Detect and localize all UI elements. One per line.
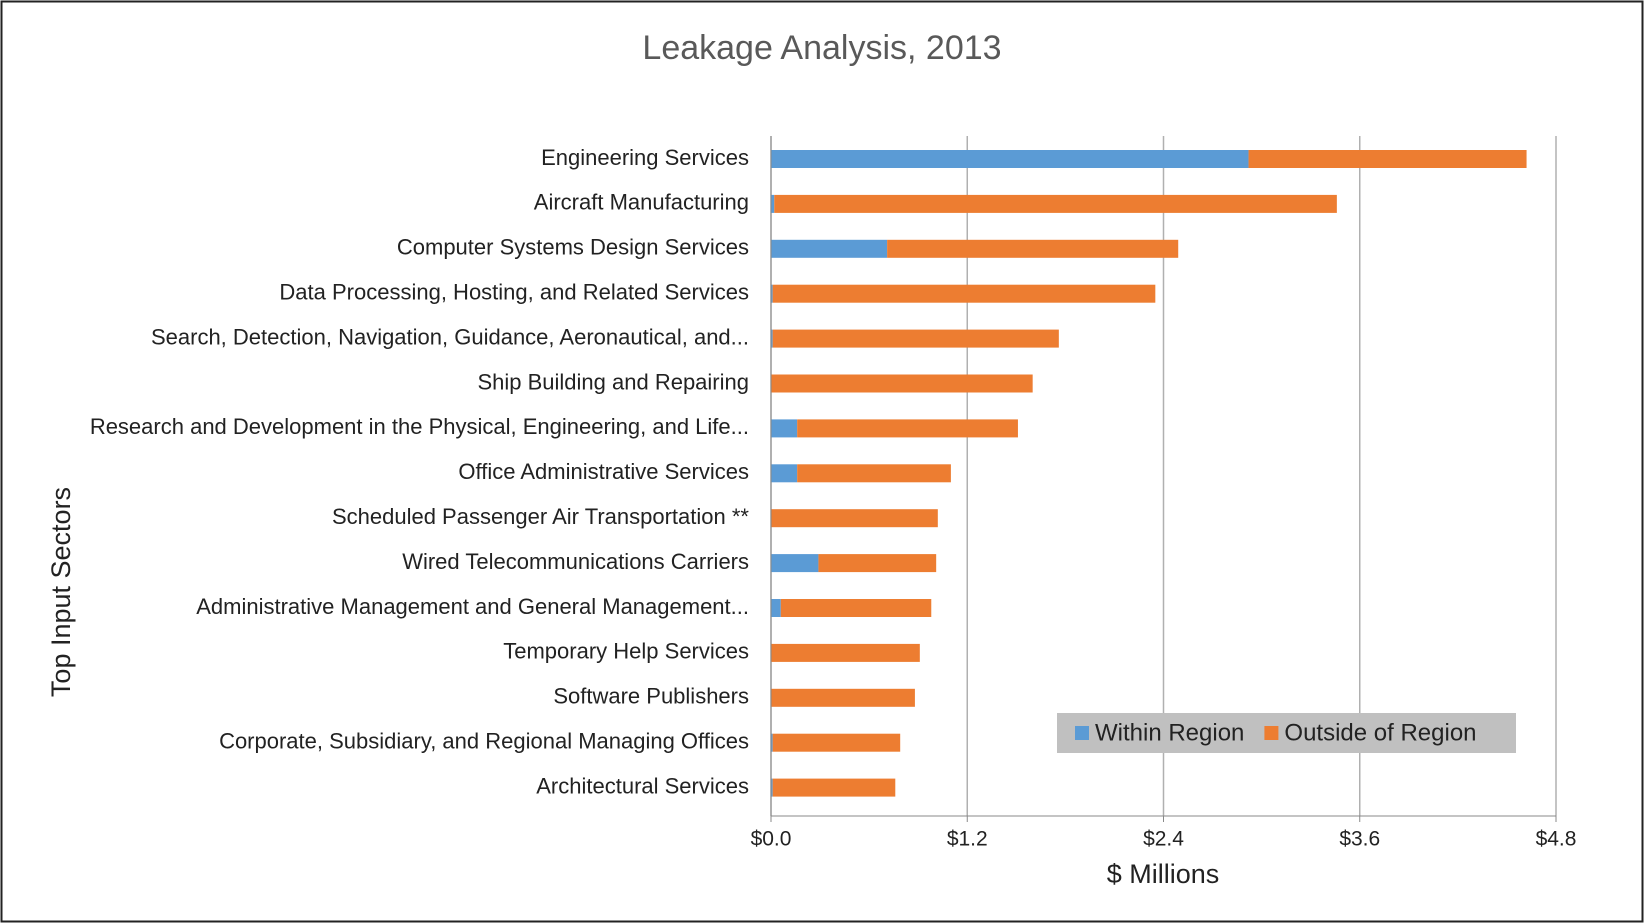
y-tick-label: Temporary Help Services (503, 639, 749, 664)
y-tick-label: Scheduled Passenger Air Transportation *… (332, 504, 749, 529)
x-axis-label: $ Millions (1107, 859, 1220, 889)
bar-segment (771, 150, 1249, 168)
y-tick-label: Data Processing, Hosting, and Related Se… (279, 280, 749, 305)
bar-segment (772, 284, 1156, 303)
y-tick-label: Search, Detection, Navigation, Guidance,… (151, 324, 749, 349)
bar-segment (771, 374, 1033, 393)
y-tick-label: Computer Systems Design Services (397, 235, 749, 260)
bar-segment (772, 329, 1059, 348)
x-tick-label: $4.8 (1536, 828, 1577, 851)
bar-segment (887, 239, 1179, 258)
legend-label: Outside of Region (1284, 719, 1476, 746)
y-tick-label: Corporate, Subsidiary, and Regional Mana… (219, 729, 749, 754)
bar-segment (772, 733, 901, 752)
y-tick-label: Administrative Management and General Ma… (196, 594, 749, 619)
bar-segment (818, 554, 937, 573)
bar-segment (797, 419, 1018, 438)
legend: Within Region Outside of Region (1057, 713, 1516, 753)
x-tick-label: $1.2 (947, 828, 988, 851)
legend-label: Within Region (1095, 719, 1244, 746)
legend-swatch (1264, 726, 1279, 740)
y-tick-label: Engineering Services (541, 145, 749, 170)
bar-segment (771, 509, 938, 528)
y-axis-label: Top Input Sectors (46, 487, 76, 697)
bar-segment (1248, 150, 1527, 168)
bar-segment (780, 599, 932, 617)
bar-segment (774, 194, 1337, 213)
bar-segment (771, 464, 798, 483)
bar-segment (771, 329, 773, 348)
legend-swatch (1075, 726, 1089, 740)
bar-segment (771, 733, 773, 752)
y-tick-label: Software Publishers (553, 684, 749, 709)
bar-segment (771, 239, 888, 258)
bar-segment (772, 778, 896, 797)
bar-segment (771, 599, 781, 617)
y-tick-label: Ship Building and Repairing (477, 369, 749, 394)
bar-segment (771, 284, 773, 303)
bar-segment (771, 554, 819, 573)
bar-segment (771, 419, 798, 438)
chart-title: Leakage Analysis, 2013 (642, 29, 1001, 67)
y-tick-label: Aircraft Manufacturing (534, 190, 749, 215)
x-tick-label: $0.0 (751, 828, 792, 851)
x-tick-label: $3.6 (1339, 828, 1380, 851)
bar-segment (771, 778, 773, 797)
bar-segment (771, 194, 775, 213)
y-tick-label: Office Administrative Services (458, 459, 749, 484)
bar-segment (771, 688, 915, 707)
bar-segment (771, 643, 920, 662)
y-tick-label: Research and Development in the Physical… (90, 414, 749, 439)
bar-segment (797, 464, 951, 483)
y-tick-label: Architectural Services (536, 773, 749, 798)
y-tick-label: Wired Telecommunications Carriers (402, 549, 749, 574)
legend-box (1057, 713, 1516, 753)
x-tick-label: $2.4 (1143, 828, 1184, 851)
